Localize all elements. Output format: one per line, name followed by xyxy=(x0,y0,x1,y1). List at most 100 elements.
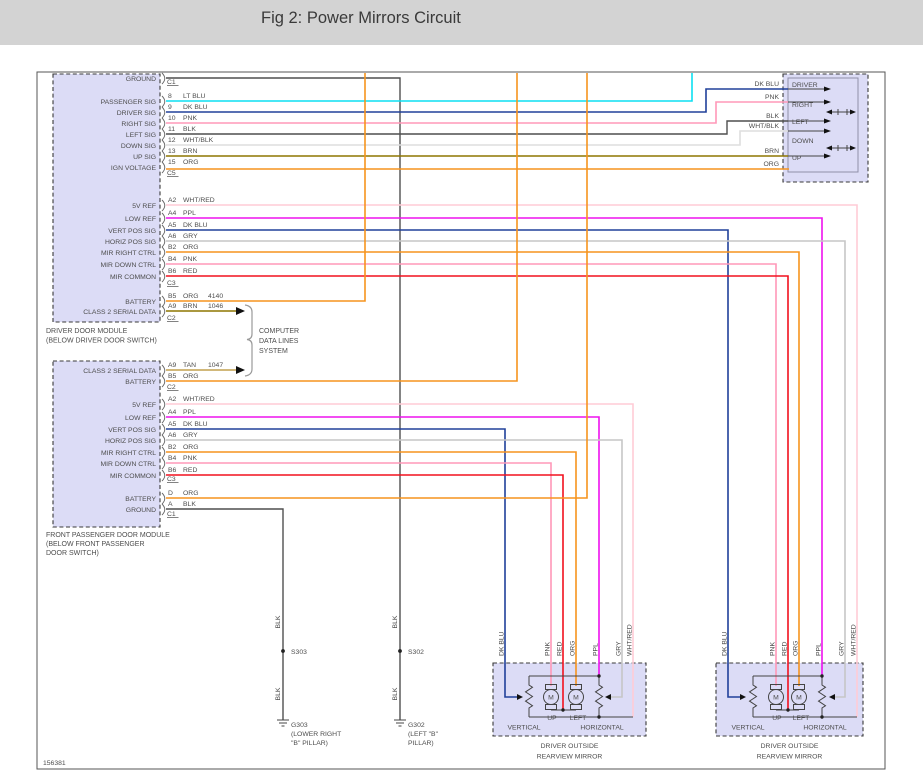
ground-location-label: G303 xyxy=(291,722,308,729)
pin-color-label: GRY xyxy=(183,233,198,240)
pin-signal-label: VERT POS SIG xyxy=(108,427,156,434)
pin-bracket-icon xyxy=(161,503,166,516)
wire-passenger-5v-ref-wht-red xyxy=(166,403,634,717)
axis-label: VERTICAL xyxy=(507,725,540,732)
pin-circuit-label: 1047 xyxy=(208,362,223,369)
wiper-arrow-icon xyxy=(605,694,611,700)
mirror-wire-color-label: PPL xyxy=(816,643,823,656)
motor-direction-label: UP xyxy=(547,715,557,722)
passenger-module-caption: FRONT PASSENGER DOOR MODULE xyxy=(46,532,170,539)
pin-signal-label: IGN VOLTAGE xyxy=(111,165,157,172)
pin-color-label: BRN xyxy=(183,148,197,155)
wire-driver-vert-pos-dk-blu xyxy=(166,229,740,698)
axis-label: HORIZONTAL xyxy=(803,725,847,732)
pin-id-label: A9 xyxy=(168,303,177,310)
wire-passenger-horiz-pos-gry xyxy=(166,439,623,698)
pin-color-label: LT BLU xyxy=(183,93,206,100)
pin-color-label: ORG xyxy=(183,159,198,166)
wire-passenger-vert-pos-dk-blu xyxy=(166,428,517,698)
axis-label: HORIZONTAL xyxy=(580,725,624,732)
pin-id-label: 15 xyxy=(168,159,176,166)
pin-id-label: 10 xyxy=(168,115,176,122)
pin-signal-label: LOW REF xyxy=(125,415,156,422)
motor-letter: M xyxy=(773,695,779,702)
passenger-module-caption: DOOR SWITCH) xyxy=(46,550,99,557)
motor-direction-label: LEFT xyxy=(570,715,587,722)
switch-wire-color-label: ORG xyxy=(764,161,779,168)
passenger-module-caption: (BELOW FRONT PASSENGER xyxy=(46,541,145,548)
switch-wire-color-label: WHT/BLK xyxy=(749,123,780,130)
computer-data-lines-label: COMPUTER xyxy=(259,328,299,335)
pin-signal-label: HORIZ POS SIG xyxy=(105,239,156,246)
pin-id-label: 9 xyxy=(168,104,172,111)
pin-id-label: A4 xyxy=(168,210,177,217)
computer-data-lines-label: SYSTEM xyxy=(259,348,288,355)
pin-circuit-label: 1046 xyxy=(208,303,223,310)
ground-labels: S303 G303 (LOWER RIGHT "B" PILLAR) BLK BLK S30… xyxy=(275,615,439,747)
junction-dot xyxy=(820,715,824,719)
pin-signal-label: HORIZ POS SIG xyxy=(105,438,156,445)
pin-bracket-icon xyxy=(161,106,166,119)
pin-id-label: A2 xyxy=(168,197,177,204)
drawing-number: 156381 xyxy=(43,760,66,767)
axis-label: VERTICAL xyxy=(731,725,764,732)
connector-label: C1 xyxy=(167,79,176,86)
splice-label: S302 xyxy=(408,649,424,656)
pin-bracket-icon xyxy=(161,224,166,237)
switch-wire-color-label: BRN xyxy=(765,148,779,155)
serial-data-arrow-icon xyxy=(236,366,245,374)
pin-bracket-icon xyxy=(161,446,166,459)
wire-down-sig-wht-blk xyxy=(166,130,788,146)
pin-bracket-icon xyxy=(161,212,166,225)
pin-signal-label: MIR COMMON xyxy=(110,274,156,281)
driver-module-caption: (BELOW DRIVER DOOR SWITCH) xyxy=(46,338,157,345)
junction-dot xyxy=(597,715,601,719)
pin-id-label: B6 xyxy=(168,467,177,474)
wire-left-sig-blk xyxy=(166,120,788,135)
pin-color-label: TAN xyxy=(183,362,196,369)
switch-wire-color-label: DK BLU xyxy=(754,81,779,88)
pin-id-label: B2 xyxy=(168,444,177,451)
horizontal-position-pot-icon xyxy=(817,676,827,717)
ground-wire-color-label: BLK xyxy=(275,687,282,700)
splice-s303 xyxy=(281,649,285,653)
wire-driver-horiz-pos-gry xyxy=(166,240,846,698)
pin-id-label: A5 xyxy=(168,421,177,428)
pin-color-label: BLK xyxy=(183,126,196,133)
wire-driver-ground-blk xyxy=(166,77,401,720)
splice-label: S303 xyxy=(291,649,307,656)
wire-passenger-mir-right-org xyxy=(166,451,577,686)
pin-color-label: WHT/BLK xyxy=(183,137,214,144)
pin-color-label: RED xyxy=(183,467,197,474)
pin-signal-label: GROUND xyxy=(126,76,156,83)
pin-id-label: 11 xyxy=(168,126,175,133)
ground-location-label: "B" PILLAR) xyxy=(291,740,328,747)
pin-signal-label: CLASS 2 SERIAL DATA xyxy=(83,309,156,316)
pin-signal-label: MIR DOWN CTRL xyxy=(100,461,156,468)
pin-id-label: B4 xyxy=(168,455,177,462)
wire-passenger-mir-common-red xyxy=(166,474,564,710)
vertical-position-pot-icon xyxy=(748,676,758,717)
ground-location-label: (LOWER RIGHT xyxy=(291,731,341,738)
pin-bracket-icon xyxy=(161,95,166,108)
driver-door-module-block xyxy=(52,73,161,323)
ground-wire-color-label: BLK xyxy=(392,615,399,628)
driver-module-pin-labels: GROUND PASSENGER SIG 8 LT BLU DRIVER SIG 9 DK … xyxy=(83,72,223,322)
pin-bracket-icon xyxy=(161,72,166,85)
mirror-wire-color-label: ORG xyxy=(570,641,577,656)
pin-signal-label: DOWN SIG xyxy=(121,143,156,150)
pin-bracket-icon xyxy=(161,150,166,163)
serial-data-arrow-icon xyxy=(236,307,245,315)
connector-label: C5 xyxy=(167,170,176,177)
pin-bracket-icon xyxy=(161,161,166,174)
mirror-wire-color-label: RED xyxy=(557,642,564,656)
connector-label: C2 xyxy=(167,315,176,322)
pin-signal-label: DRIVER SIG xyxy=(117,110,156,117)
mirror-switch-labels: DK BLU PNK BLK WHT/BLK BRN ORG DRIVER RIGHT LEFT… xyxy=(749,81,818,168)
pin-id-label: A6 xyxy=(168,233,177,240)
pin-bracket-icon xyxy=(161,398,166,411)
pin-color-label: WHT/RED xyxy=(183,396,215,403)
pin-bracket-icon xyxy=(161,270,166,283)
wire-driver-battery-org-4140 xyxy=(166,73,366,302)
pin-color-label: GRY xyxy=(183,432,198,439)
